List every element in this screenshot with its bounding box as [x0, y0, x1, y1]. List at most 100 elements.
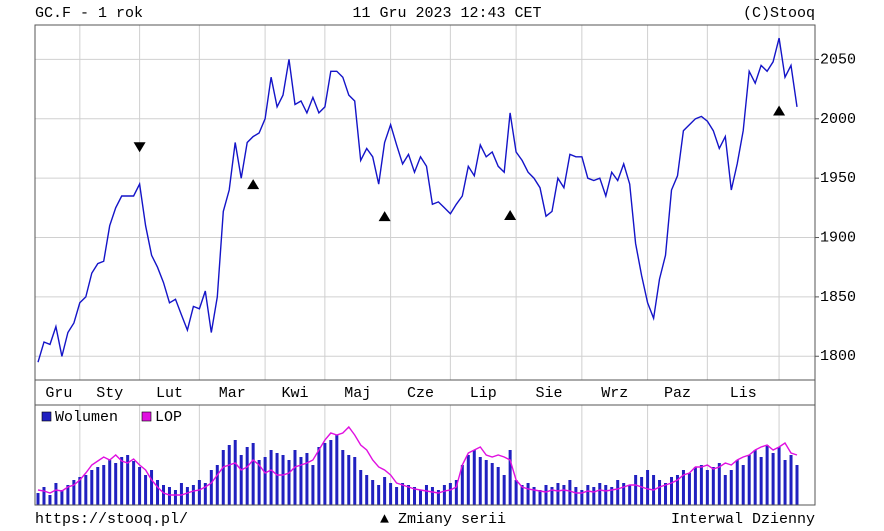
copyright: (C)Stooq — [743, 5, 815, 22]
legend-swatch — [41, 411, 52, 422]
volume-bar — [478, 457, 482, 505]
volume-bar — [359, 470, 363, 505]
x-tick-label: Cze — [407, 385, 434, 402]
lop-line — [37, 425, 798, 496]
volume-bar — [729, 470, 733, 505]
volume-bar — [418, 490, 422, 505]
volume-bar — [568, 480, 572, 505]
volume-bar — [502, 475, 506, 505]
volume-bar — [245, 447, 249, 505]
x-tick-label: Gru — [45, 385, 72, 402]
volume-bar — [634, 475, 638, 505]
volume-bar — [239, 455, 243, 505]
y-tick-label: 2050 — [820, 51, 856, 68]
volume-bar — [96, 467, 100, 505]
volume-bar — [735, 460, 739, 505]
volume-bar — [526, 483, 530, 505]
volume-bar — [341, 450, 345, 505]
x-tick-label: Sty — [96, 385, 123, 402]
volume-bar — [305, 453, 309, 505]
volume-bar — [753, 450, 757, 505]
grid-layer — [35, 25, 815, 505]
series-change-marker — [247, 179, 260, 190]
x-tick-label: Lip — [470, 385, 497, 402]
volume-bar — [430, 487, 434, 505]
volume-bar — [377, 485, 381, 505]
volume-bar — [54, 483, 58, 505]
volume-bar — [287, 460, 291, 505]
footer-legend: ▲ Zmiany serii — [380, 511, 506, 528]
x-tick-label: Paz — [664, 385, 691, 402]
volume-bar — [508, 450, 512, 505]
volume-bar — [335, 435, 339, 505]
volume-bar — [556, 483, 560, 505]
volume-bar — [777, 447, 781, 505]
volume-bar — [699, 465, 703, 505]
volume-bar — [520, 485, 524, 505]
volume-bar — [383, 477, 387, 505]
volume-bar — [251, 443, 255, 505]
y-tick-label: 2000 — [820, 111, 856, 128]
volume-bar — [197, 480, 201, 505]
volume-bar — [424, 485, 428, 505]
volume-bar — [60, 490, 64, 505]
volume-bar — [717, 463, 721, 505]
volume-bar — [460, 465, 464, 505]
volume-bar — [532, 487, 536, 505]
y-tick-label: 1900 — [820, 229, 856, 246]
volume-bar — [72, 480, 76, 505]
volume-bar — [586, 485, 590, 505]
volume-bar — [664, 483, 668, 505]
volume-bar — [84, 475, 88, 505]
volume-bar — [185, 487, 189, 505]
volume-bar — [173, 490, 177, 505]
series-change-marker — [773, 105, 786, 116]
volume-bar — [389, 483, 393, 505]
volume-bar — [610, 487, 614, 505]
volume-bar — [741, 465, 745, 505]
volume-bar — [156, 480, 160, 505]
volume-bar — [598, 483, 602, 505]
volume-bar — [293, 450, 297, 505]
volume-bar — [353, 457, 357, 505]
volume-bar — [90, 470, 94, 505]
symbol: GC.F - 1 rok — [35, 5, 143, 22]
volume-bar — [126, 455, 130, 505]
volume-bar — [436, 490, 440, 505]
x-tick-label: Sie — [535, 385, 562, 402]
x-tick-label: Maj — [344, 385, 371, 402]
date: 11 Gru 2023 12:43 CET — [352, 5, 541, 22]
volume-bar — [538, 490, 542, 505]
volume-bar — [454, 480, 458, 505]
volume-bar — [496, 467, 500, 505]
volume-bar — [687, 473, 691, 505]
volume-bar — [646, 470, 650, 505]
volume-bar — [580, 490, 584, 505]
volume-bar — [759, 457, 763, 505]
footer-url: https://stooq.pl/ — [35, 511, 188, 528]
volume-bar — [442, 485, 446, 505]
volume-bar — [448, 483, 452, 505]
volume-bar — [48, 495, 52, 505]
volume-bar — [138, 467, 142, 505]
volume-bar — [281, 455, 285, 505]
volume-bar — [269, 450, 273, 505]
volume-bar — [263, 457, 267, 505]
volume-bar — [723, 475, 727, 505]
volume-bar — [795, 465, 799, 505]
volume-bar — [221, 450, 225, 505]
volume-bar — [675, 475, 679, 505]
volume-bar — [472, 450, 476, 505]
volume-bar — [747, 455, 751, 505]
y-tick-label: 1800 — [820, 348, 856, 365]
volume-bar — [562, 485, 566, 505]
volume-bar — [329, 440, 333, 505]
volume-bar — [616, 480, 620, 505]
legend-label: LOP — [155, 409, 182, 426]
volume-bar — [783, 460, 787, 505]
volume-bar — [203, 483, 207, 505]
volume-bar — [179, 483, 183, 505]
volume-bar — [299, 457, 303, 505]
footer-interval: Interwal Dzienny — [671, 511, 815, 528]
volume-bar — [209, 470, 213, 505]
